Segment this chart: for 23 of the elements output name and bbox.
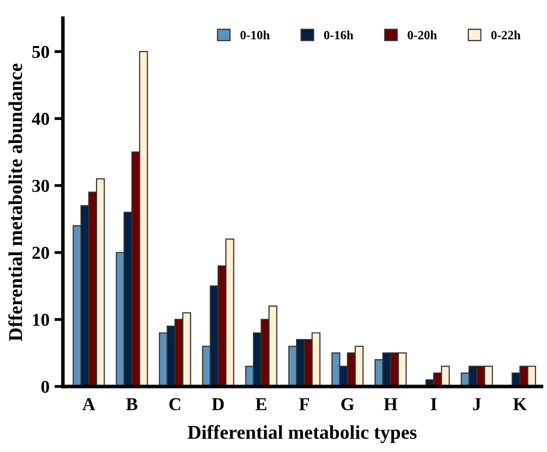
y-tick-label: 50: [32, 46, 50, 58]
x-tick-label: I: [430, 398, 437, 410]
x-tick-label: A: [82, 398, 96, 410]
y-axis-title: Dfferential metabolite abundance: [8, 64, 22, 342]
x-tick-label: C: [169, 398, 180, 410]
y-tick-label: 0: [41, 380, 50, 393]
legend-label: 0-22h: [491, 30, 521, 40]
y-tick-label: 30: [32, 180, 50, 192]
x-tick-label: H: [384, 398, 398, 410]
legend-label: 0-20h: [408, 30, 437, 40]
y-tick-label: 40: [32, 112, 50, 125]
y-tick-label: 20: [32, 246, 50, 259]
y-tick-label: 10: [33, 314, 50, 326]
x-tick-label: J: [473, 398, 481, 410]
x-tick-label: F: [299, 398, 310, 410]
x-tick-label: G: [341, 398, 354, 410]
x-tick-label: D: [212, 398, 224, 410]
x-tick-label: K: [513, 398, 527, 410]
x-axis-title: Differential metabolic types: [188, 425, 417, 443]
x-tick-label: E: [256, 398, 266, 410]
legend-label: 0-10h: [240, 30, 270, 40]
x-tick-label: B: [126, 398, 138, 410]
legend-label: 0-16h: [324, 30, 354, 40]
